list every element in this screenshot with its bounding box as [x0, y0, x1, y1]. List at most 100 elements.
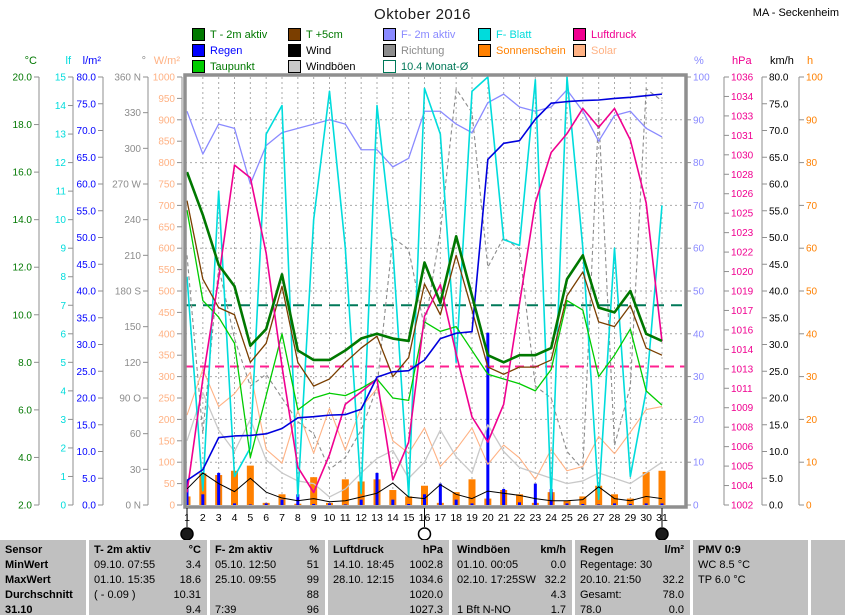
axis-tick-label: 60.0 — [77, 180, 97, 191]
bar — [312, 503, 316, 505]
axis-unit-label: h — [807, 55, 813, 67]
axis-tick-label: 1023 — [731, 228, 754, 239]
bar — [611, 494, 618, 505]
day-label: 28 — [609, 512, 621, 524]
axis-unit-label: lf — [66, 55, 72, 67]
table-cell-value: 1020.0 — [409, 589, 443, 601]
axis-tick-label: 100 — [158, 458, 175, 469]
legend-swatch-windb-en — [288, 60, 301, 73]
axis-tick-label: 600 — [158, 244, 175, 255]
legend-label: Luftdruck — [591, 28, 637, 41]
bar — [391, 499, 395, 505]
axis-tick-label: 14 — [55, 101, 67, 112]
table-cell-value: 1002.8 — [409, 559, 443, 571]
table-cell-value: 1034.6 — [409, 574, 443, 586]
axis-tick-label: 1025 — [731, 209, 754, 220]
table-col-pmv-0-9: PMV 0:9 WC 8.5 °C TP 6.0 °C — [693, 540, 808, 615]
series-regen-summe — [186, 93, 663, 482]
day-label: 29 — [624, 512, 636, 524]
axis-unit-label: hPa — [732, 55, 752, 67]
table-cell-value: 3.4 — [185, 559, 201, 571]
legend-item-t-5cm: T +5cm — [288, 28, 343, 41]
day-label: 8 — [295, 512, 301, 524]
day-label: 5 — [247, 512, 253, 524]
axis-unit-label: km/h — [770, 55, 794, 67]
axis-tick-label: 0 — [693, 501, 699, 512]
axis-tick-label: 120 — [124, 358, 141, 369]
axis-tick-label: 350 — [158, 351, 175, 362]
bar — [217, 472, 221, 505]
table-cell: Regentage: 30 — [580, 559, 653, 571]
axis-tick-label: 2.0 — [18, 501, 32, 512]
day-label: 24 — [545, 512, 557, 524]
table-col-windb-en: Windböen km/h 01.10. 00:05 0.0 02.10. 17:25S… — [452, 540, 572, 615]
axis-tick-label: 60 — [130, 429, 142, 440]
table-row-labels: Sensor MinWert MaxWert Durchschnitt 31.10 — [0, 540, 86, 615]
axis-tick-label: 7 — [60, 301, 66, 312]
legend-label: Regen — [210, 44, 243, 57]
axis-tick-label: 70 — [806, 201, 818, 212]
axis-tick-label: 1033 — [731, 111, 754, 122]
table-cell-value: % — [309, 544, 319, 556]
full-moon-icon — [417, 527, 432, 540]
bar — [341, 479, 349, 505]
table-cell: T- 2m aktiv — [94, 544, 151, 556]
bar — [389, 490, 397, 505]
bar — [452, 492, 460, 505]
axis-tick-label: 10.0 — [769, 447, 789, 458]
axis-unit-label: W/m² — [154, 55, 181, 67]
bar — [231, 470, 238, 505]
table-col-t-2m-aktiv: T- 2m aktiv °C 09.10. 07:55 3.4 01.10. 15:35… — [89, 540, 207, 615]
table-cell-value: 10.31 — [173, 589, 201, 601]
bar — [246, 465, 254, 505]
axis-tick-label: 80.0 — [77, 73, 97, 84]
table-cell: 09.10. 07:55 — [94, 559, 156, 571]
table-cell-value: 88 — [306, 589, 319, 601]
axis-tick-label: 40.0 — [769, 287, 789, 298]
x-axis: 1234567891011121314151617181920212223242… — [180, 508, 669, 540]
axis-tick-label: 1036 — [731, 73, 754, 84]
bar — [201, 494, 205, 505]
day-label: 6 — [263, 512, 269, 524]
legend-label: T - 2m aktiv — [210, 28, 268, 41]
axis-tick-label: 20.0 — [769, 394, 789, 405]
new-moon-icon — [180, 527, 194, 540]
axis-tick-label: 10 — [55, 215, 67, 226]
series-f-blatt — [186, 76, 663, 501]
axis-tick-label: 40 — [693, 329, 705, 340]
axis-tick-label: 1034 — [731, 92, 754, 103]
legend-item-sonnenschein: Sonnenschein — [478, 44, 566, 57]
table-row-label: MaxWert — [5, 574, 51, 586]
axis-tick-label: 45.0 — [769, 260, 789, 271]
axis-tick-label: 100 — [806, 73, 823, 84]
axis-tick-label: 800 — [158, 158, 175, 169]
legend-item-f-2m-aktiv: F- 2m aktiv — [383, 28, 455, 41]
table-cell: 25.10. 09:55 — [215, 574, 277, 586]
axis-tick-label: 240 — [124, 215, 141, 226]
axis-tick-label: 150 — [158, 436, 175, 447]
axis-tick-label: 1004 — [731, 481, 754, 492]
axis-tick-label: 300 — [124, 144, 141, 155]
bar — [642, 472, 650, 505]
axis-tick-label: 2 — [60, 443, 66, 454]
axis-tick-label: 0.0 — [82, 501, 96, 512]
axis-tick-label: 30 — [693, 372, 705, 383]
bar — [470, 503, 474, 505]
axis-tick-label: 80 — [693, 158, 705, 169]
table-cell: WC 8.5 °C — [698, 559, 751, 571]
table-filler — [811, 540, 845, 615]
axis-tick-label: 40 — [806, 329, 818, 340]
table-cell: Regen — [580, 544, 614, 556]
axis-unit-label: °C — [25, 55, 37, 67]
axis-tick-label: 25.0 — [77, 367, 97, 378]
legend-label: Windböen — [306, 60, 356, 73]
legend-label: Wind — [306, 44, 332, 57]
axis-tick-label: 5.0 — [82, 474, 96, 485]
axis-tick-label: 150 — [124, 322, 141, 333]
bar — [343, 504, 347, 505]
table-cell-value: 1027.3 — [409, 604, 443, 615]
bar — [565, 503, 569, 505]
axis-tick-label: 250 — [158, 394, 175, 405]
axis-tick-label: 55.0 — [769, 206, 789, 217]
